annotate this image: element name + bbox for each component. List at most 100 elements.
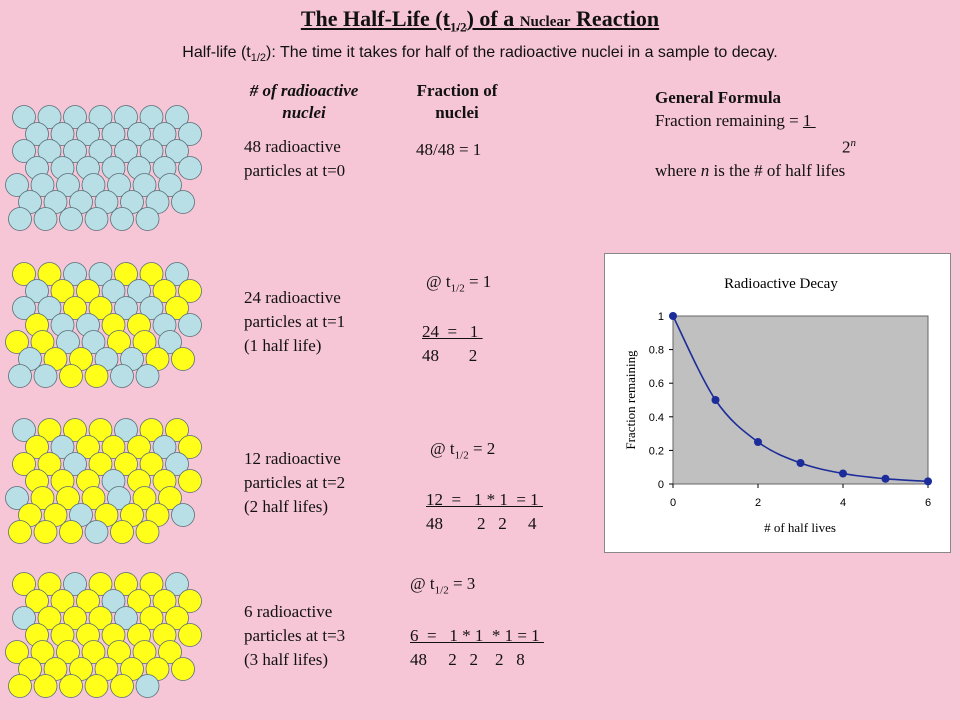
radioactive-nucleus — [165, 262, 189, 286]
chart-data-point — [881, 474, 890, 483]
radioactive-nucleus — [8, 207, 32, 231]
decayed-nucleus — [165, 418, 189, 442]
formula-where: where n is the # of half lifes — [655, 159, 856, 182]
decayed-nucleus — [132, 330, 157, 354]
where-var: n — [700, 160, 710, 180]
radioactive-nucleus — [50, 435, 75, 459]
nuclei-lattice-t1 — [5, 262, 202, 388]
decayed-nucleus — [132, 486, 157, 510]
decayed-nucleus — [25, 435, 49, 459]
decayed-nucleus — [114, 452, 138, 476]
x-tick-label: 6 — [925, 497, 931, 509]
decayed-nucleus — [132, 640, 157, 664]
decayed-nucleus — [139, 606, 164, 630]
radioactive-nucleus — [110, 207, 134, 231]
y-tick-label: 0.6 — [649, 378, 664, 390]
radioactive-nucleus — [114, 105, 138, 129]
formula-line: Fraction remaining = 1 — [655, 109, 856, 132]
row-t3-eq-top: 6 = 1 * 1 * 1 = 1 — [410, 626, 544, 645]
row-t3-equation: 6 = 1 * 1 * 1 = 1 48 2 2 2 8 — [410, 624, 544, 672]
y-tick-label: 0.2 — [649, 445, 664, 457]
row-t2-eq-bottom: 48 2 2 4 — [426, 514, 537, 533]
decayed-nucleus — [30, 330, 55, 354]
decayed-nucleus — [81, 486, 106, 510]
formula-denominator-line: 2n — [655, 132, 856, 159]
decayed-nucleus — [110, 674, 134, 698]
nuclei-header-line2: nuclei — [282, 103, 326, 122]
decayed-nucleus — [63, 296, 87, 320]
decayed-nucleus — [127, 589, 151, 613]
radioactive-nucleus — [56, 173, 80, 197]
chart-plot-area — [672, 315, 929, 485]
row-t3-header-post: = 3 — [448, 574, 476, 593]
radioactive-nucleus — [30, 173, 55, 197]
x-tick-label: 4 — [840, 497, 846, 509]
chart-data-point — [669, 312, 677, 320]
radioactive-nucleus — [139, 296, 164, 320]
row-t0-description: 48 radioactive particles at t=0 — [244, 135, 404, 183]
row-t3-header-sub: 1/2 — [434, 584, 449, 597]
y-tick-label: 1 — [658, 311, 664, 323]
radioactive-nucleus — [101, 279, 126, 303]
radioactive-nucleus — [114, 139, 138, 163]
radioactive-nucleus — [178, 122, 202, 146]
radioactive-nucleus — [84, 207, 109, 231]
decay-chart-svg: Radioactive Decay 0 0.2 0.4 0.6 0.8 1 0 2 4 6 # … — [623, 276, 932, 535]
chart-data-point — [924, 477, 932, 486]
radioactive-nucleus — [135, 207, 160, 231]
radioactive-nucleus — [63, 452, 87, 476]
decayed-nucleus — [139, 452, 164, 476]
radioactive-nucleus — [63, 262, 87, 286]
title-text: The Half-Life (t — [300, 6, 450, 31]
radioactive-nucleus — [12, 296, 36, 320]
nuclei-lattices — [5, 105, 202, 698]
radioactive-nucleus — [152, 435, 177, 459]
radioactive-nucleus — [25, 279, 49, 303]
radioactive-nucleus — [110, 364, 134, 388]
radioactive-nucleus — [5, 486, 29, 510]
radioactive-nucleus — [114, 606, 138, 630]
radioactive-nucleus — [101, 589, 126, 613]
decayed-nucleus — [37, 262, 62, 286]
row-t2-eq-top: 12 = 1 * 1 = 1 — [426, 490, 543, 509]
decayed-nucleus — [171, 347, 195, 371]
decayed-nucleus — [114, 572, 138, 596]
decayed-nucleus — [139, 262, 164, 286]
decayed-nucleus — [8, 674, 32, 698]
definition-text-end: ): The time it takes for half of the rad… — [266, 44, 778, 61]
radioactive-nucleus — [127, 279, 151, 303]
decayed-nucleus — [84, 364, 109, 388]
decayed-nucleus — [152, 279, 177, 303]
radioactive-nucleus — [56, 330, 80, 354]
radioactive-nucleus — [165, 452, 189, 476]
decayed-nucleus — [88, 606, 113, 630]
decayed-nucleus — [107, 640, 131, 664]
row-t3-desc-line1: 6 radioactive — [244, 602, 333, 621]
decayed-nucleus — [37, 418, 62, 442]
decayed-nucleus — [76, 589, 100, 613]
radioactive-nucleus — [33, 207, 58, 231]
row-t2-equation: 12 = 1 * 1 = 1 48 2 2 4 — [426, 488, 543, 536]
definition-subscript: 1/2 — [250, 52, 267, 65]
decayed-nucleus — [25, 589, 49, 613]
radioactive-nucleus — [37, 105, 62, 129]
decayed-nucleus — [30, 486, 55, 510]
decayed-nucleus — [127, 435, 151, 459]
radioactive-nucleus — [88, 262, 113, 286]
decayed-nucleus — [110, 520, 134, 544]
nuclei-header-line1: # of radioactive — [249, 81, 359, 100]
row-t1-desc-line3: (1 half life) — [244, 336, 322, 355]
decayed-nucleus — [101, 435, 126, 459]
chart-data-point — [839, 469, 847, 478]
radioactive-nucleus — [12, 418, 36, 442]
nuclei-lattice-t3 — [5, 572, 202, 698]
decayed-nucleus — [50, 279, 75, 303]
decayed-nucleus — [5, 330, 29, 354]
row-t1-desc-line2: particles at t=1 — [244, 312, 346, 331]
chart-data-point — [754, 438, 762, 446]
y-tick-label: 0.4 — [649, 412, 664, 424]
radioactive-nucleus — [101, 122, 126, 146]
radioactive-nucleus — [132, 173, 157, 197]
radioactive-nucleus — [158, 330, 182, 354]
chart-points — [669, 312, 932, 486]
